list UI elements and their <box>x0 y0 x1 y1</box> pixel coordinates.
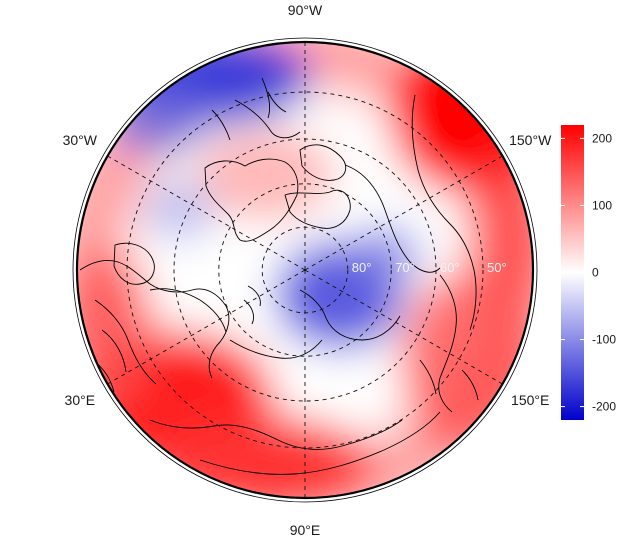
longitude-label: 30°E <box>65 392 96 408</box>
meridian-line <box>304 269 503 385</box>
latitude-label: 60° <box>440 260 460 275</box>
anomaly-field <box>77 42 533 498</box>
map-border <box>75 40 535 500</box>
colorbar-ticks: 200 100 0 -100 -200 <box>561 131 616 414</box>
colorbar-gradient <box>561 125 584 420</box>
coastlines <box>79 77 479 475</box>
latitude-circle <box>126 91 484 449</box>
latitude-label: 50° <box>487 260 507 275</box>
meridian-line <box>107 155 306 271</box>
longitude-label: 30°W <box>63 132 98 148</box>
graticule <box>107 42 503 498</box>
latitude-circle <box>218 183 392 357</box>
latitude-labels: 80° 70° 60° 50° <box>352 260 507 275</box>
meridian-line <box>304 155 503 271</box>
latitude-label: 80° <box>352 260 372 275</box>
colorbar-tick-label: -200 <box>592 400 616 414</box>
colorbar-tick-label: -100 <box>592 333 616 347</box>
colorbar-tick-label: 100 <box>592 199 612 213</box>
colorbar: 200 100 0 -100 -200 <box>561 125 616 420</box>
longitude-label: 150°E <box>511 392 549 408</box>
colorbar-tick-label: 200 <box>592 131 612 145</box>
longitude-label: 90°W <box>288 2 323 18</box>
meridian-line <box>107 269 306 385</box>
colorbar-tick-label: 0 <box>592 266 599 280</box>
longitude-labels: 90°W 30°W 150°W 30°E 150°E 90°E <box>63 2 552 538</box>
longitude-label: 90°E <box>290 522 321 538</box>
longitude-label: 150°W <box>509 132 552 148</box>
latitude-label: 70° <box>395 260 415 275</box>
